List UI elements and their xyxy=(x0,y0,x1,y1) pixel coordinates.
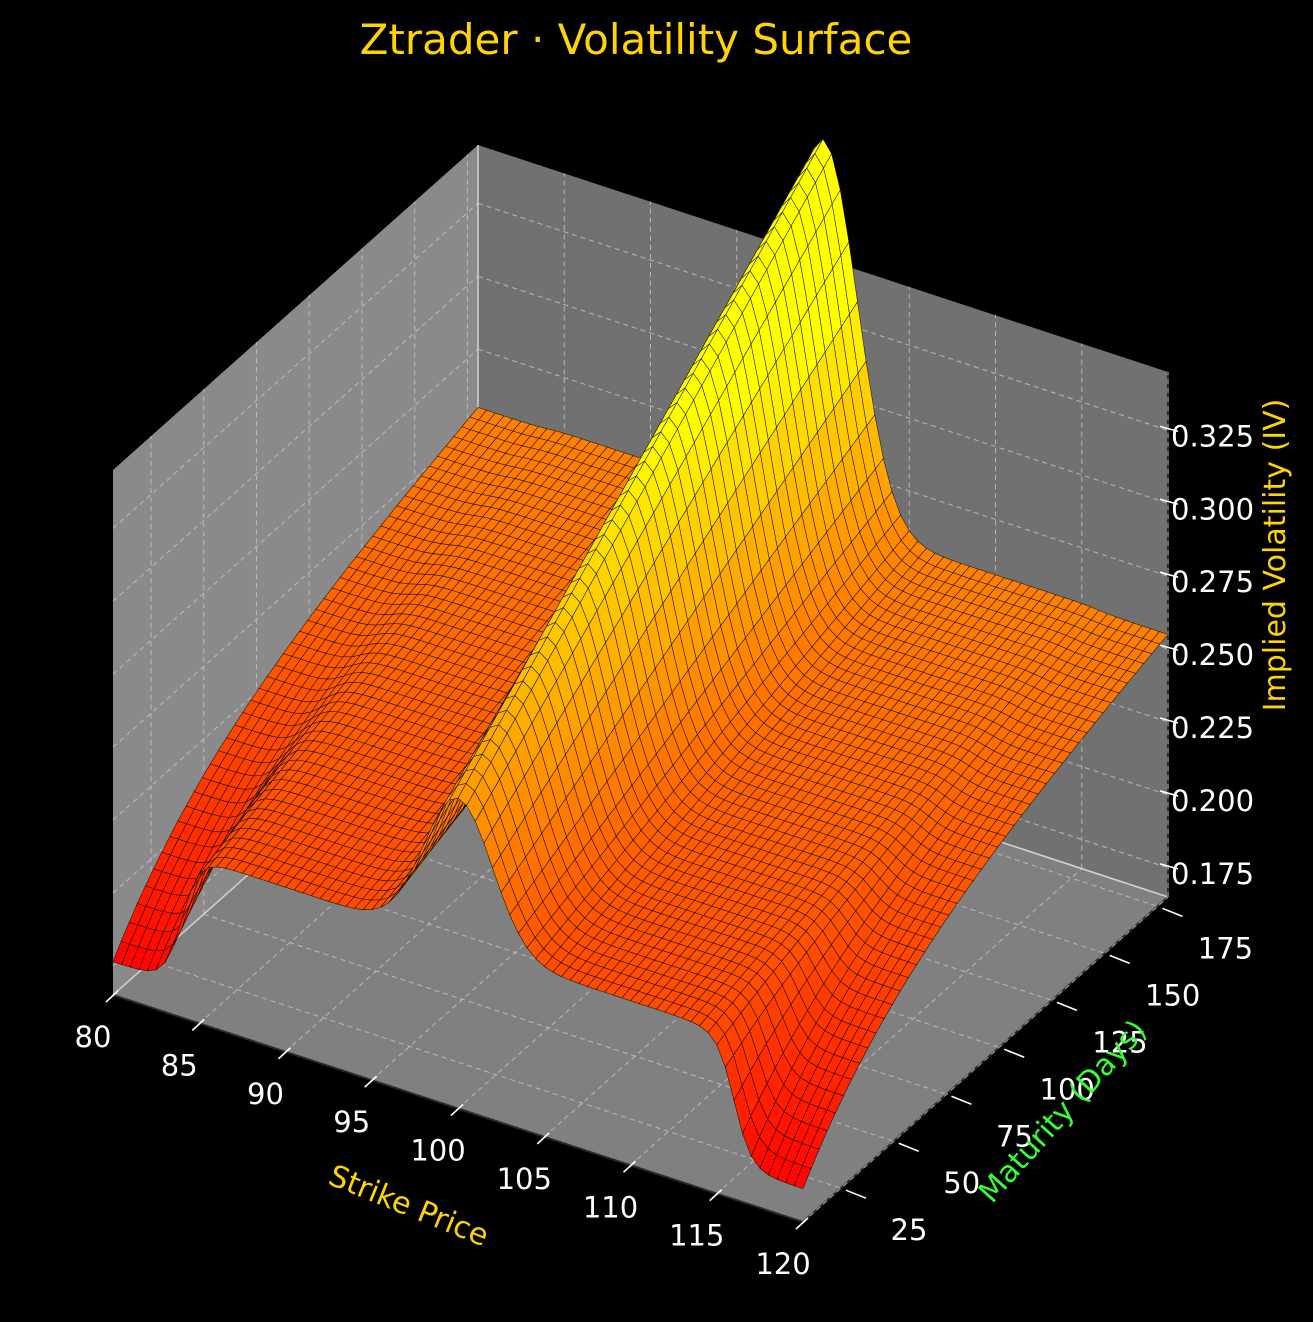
volatility-surface-mesh xyxy=(112,138,1169,1190)
x-tick-label: 120 xyxy=(755,1247,810,1281)
z-tick-label: 0.300 xyxy=(1171,492,1254,526)
y-tick-mark xyxy=(898,1142,920,1152)
z-tick-mark xyxy=(1159,425,1179,433)
z-tick-label: 0.200 xyxy=(1171,784,1254,818)
x-tick-mark xyxy=(622,1160,637,1173)
x-tick-mark xyxy=(277,1047,292,1060)
z-tick-mark xyxy=(1159,644,1179,651)
y-tick-label: 125 xyxy=(1092,1025,1147,1059)
grid-line xyxy=(112,348,479,675)
z-tick-mark xyxy=(1159,498,1179,506)
y-tick-mark xyxy=(1003,1048,1025,1059)
x-axis-ticks: 80 85 90 95 100 105 110 115 120 xyxy=(75,990,811,1281)
x-tick-label: 110 xyxy=(583,1190,638,1224)
x-tick-label: 100 xyxy=(410,1134,465,1168)
x-tick-label: 95 xyxy=(333,1105,370,1139)
z-tick-mark xyxy=(1159,571,1179,578)
grid-line xyxy=(802,896,1169,1223)
x-tick-mark xyxy=(450,1103,464,1117)
y-tick-mark xyxy=(1109,954,1131,965)
surface-cell xyxy=(794,1165,812,1190)
z-tick-label: 0.325 xyxy=(1171,419,1254,453)
y-tick-label: 175 xyxy=(1198,931,1253,965)
x-tick-label: 90 xyxy=(247,1077,284,1111)
y-tick-mark xyxy=(1056,1001,1078,1012)
z-tick-mark xyxy=(1159,790,1179,797)
z-axis-ticks: 0.175 0.200 0.225 0.250 0.275 0.300 0.325 xyxy=(1159,419,1254,891)
grid-line xyxy=(112,202,479,529)
grid-line xyxy=(150,960,842,1189)
y-tick-label: 100 xyxy=(1040,1072,1095,1106)
y-tick-mark xyxy=(1162,907,1183,918)
z-tick-label: 0.225 xyxy=(1171,711,1254,745)
grid-line xyxy=(112,275,479,602)
z-tick-label: 0.175 xyxy=(1171,857,1254,891)
y-tick-label: 25 xyxy=(891,1213,928,1247)
x-tick-mark xyxy=(191,1018,205,1031)
x-tick-label: 105 xyxy=(497,1162,552,1196)
z-tick-mark xyxy=(1159,863,1179,870)
x-tick-mark xyxy=(364,1075,378,1088)
x-tick-label: 85 xyxy=(161,1048,198,1082)
z-axis-label: Implied Volatility (IV) xyxy=(1258,399,1293,712)
z-tick-label: 0.250 xyxy=(1171,638,1254,672)
z-tick-mark xyxy=(1159,717,1179,724)
y-tick-mark xyxy=(845,1189,867,1199)
x-tick-label: 80 xyxy=(75,1020,112,1054)
y-tick-label: 75 xyxy=(996,1119,1033,1153)
x-tick-label: 115 xyxy=(669,1219,724,1253)
x-tick-mark xyxy=(536,1132,550,1145)
z-tick-label: 0.275 xyxy=(1171,565,1254,599)
x-axis-label: Strike Price xyxy=(324,1158,494,1254)
x-tick-mark xyxy=(795,1217,809,1230)
chart-title: Ztrader · Volatility Surface xyxy=(360,15,913,64)
x-tick-mark xyxy=(709,1189,723,1202)
y-tick-label: 50 xyxy=(943,1166,980,1200)
grid-line xyxy=(112,421,479,748)
x-tick-mark xyxy=(105,990,119,1003)
y-tick-label: 150 xyxy=(1145,978,1200,1012)
y-tick-mark xyxy=(951,1095,972,1105)
